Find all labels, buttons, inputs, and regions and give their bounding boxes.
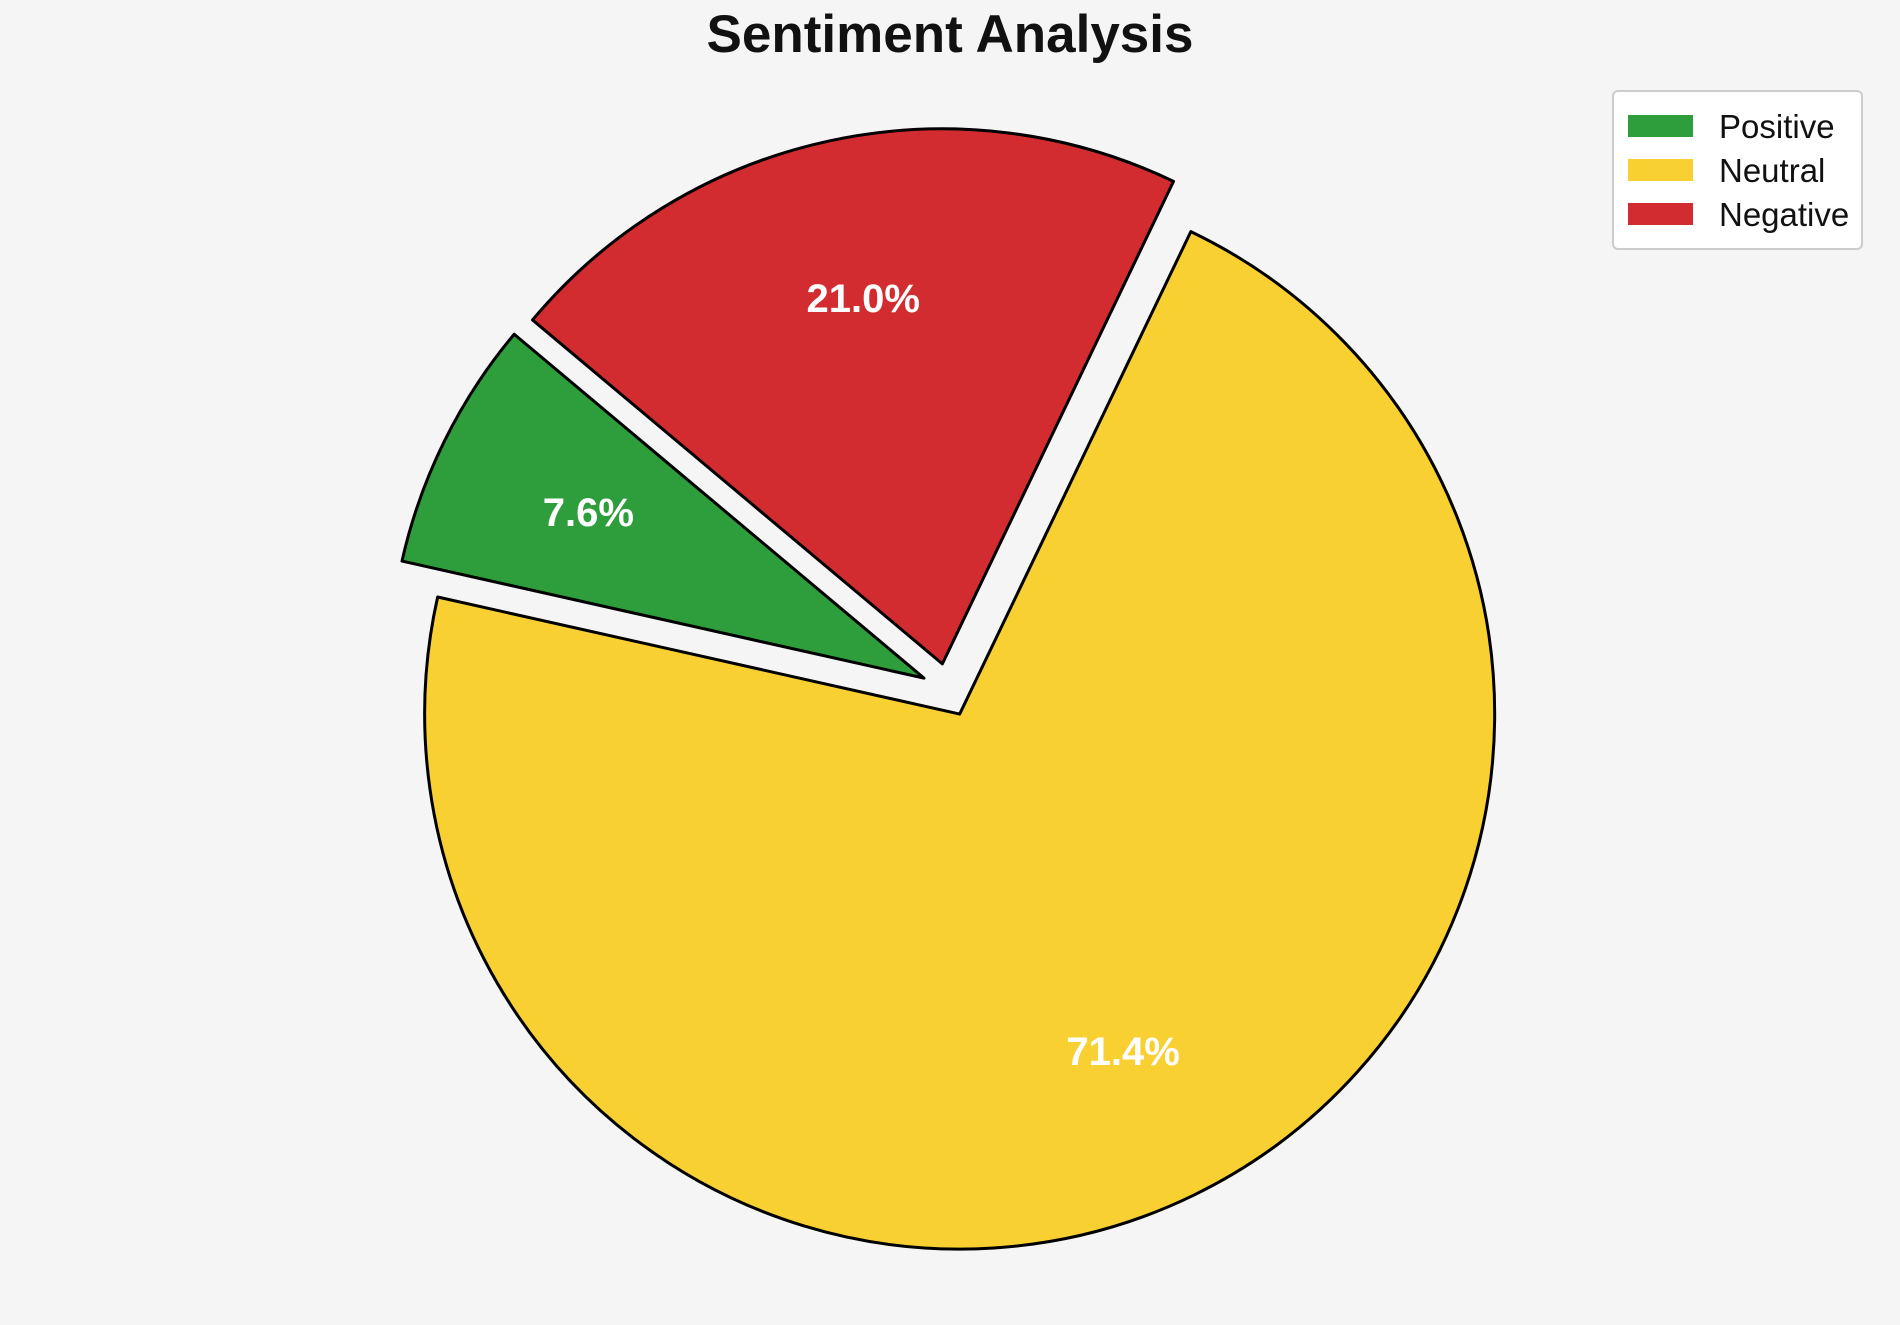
slice-label-negative: 21.0%: [806, 277, 919, 321]
legend-swatch-positive: [1628, 115, 1693, 137]
pie-slice-positive: [400, 332, 926, 680]
legend-item-neutral: Neutral: [1628, 150, 1847, 190]
slice-label-positive: 7.6%: [543, 491, 634, 535]
legend-swatch-negative: [1628, 203, 1693, 225]
legend-label-neutral: Neutral: [1719, 151, 1826, 189]
legend-label-positive: Positive: [1719, 107, 1835, 145]
legend-item-positive: Positive: [1628, 106, 1847, 146]
pie-slice-negative: [531, 127, 1176, 666]
legend-box: Positive Neutral Negative: [1612, 90, 1863, 250]
legend-item-negative: Negative: [1628, 194, 1850, 234]
slice-label-neutral: 71.4%: [1066, 1030, 1179, 1074]
pie-slice-neutral: [423, 230, 1497, 1251]
chart-title: Sentiment Analysis: [706, 5, 1194, 64]
legend-label-negative: Negative: [1719, 195, 1850, 233]
legend-swatch-neutral: [1628, 159, 1693, 181]
